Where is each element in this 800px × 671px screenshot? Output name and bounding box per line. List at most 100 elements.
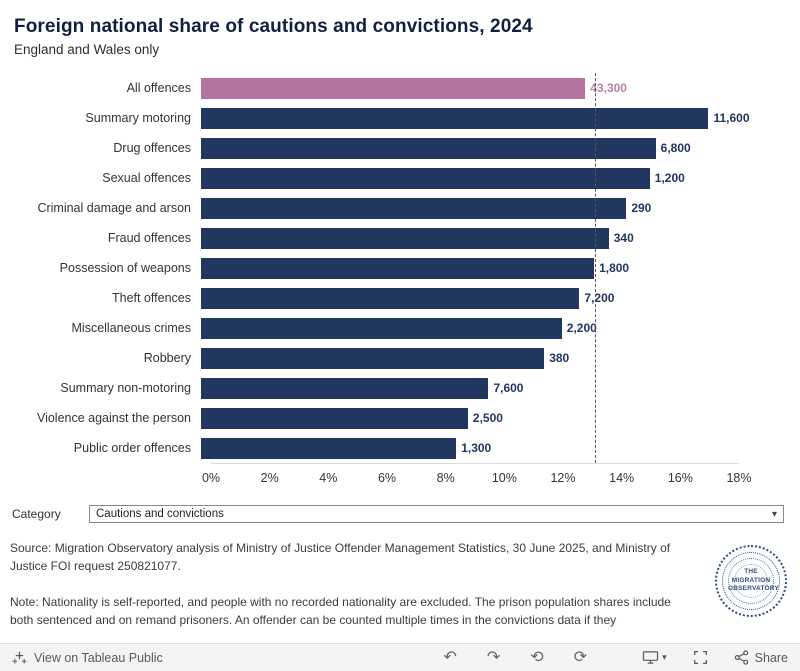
share-button[interactable]: Share	[734, 650, 788, 665]
category-label: Summary motoring	[85, 111, 191, 125]
bar-track: 1,200	[201, 167, 729, 189]
bar[interactable]: 11,600	[201, 107, 750, 129]
bar[interactable]: 1,300	[201, 437, 491, 459]
category-label: Criminal damage and arson	[37, 201, 191, 215]
bar-track: 1,800	[201, 257, 729, 279]
bar-track: 290	[201, 197, 729, 219]
category-label: Drug offences	[113, 141, 191, 155]
value-label: 6,800	[660, 141, 691, 155]
bar-row: Miscellaneous crimes 2,200	[10, 313, 786, 343]
x-tick-label: 4%	[319, 471, 338, 485]
bar-row: Public order offences 1,300	[10, 433, 786, 463]
share-icon	[734, 650, 748, 665]
display-mode-button[interactable]: ▾	[642, 650, 667, 665]
tableau-logo-icon	[12, 651, 27, 664]
category-label: All offences	[126, 81, 191, 95]
logo-ring	[728, 558, 774, 604]
bar-track: 7,200	[201, 287, 729, 309]
logo-ring	[722, 552, 780, 610]
chevron-down-icon: ▾	[771, 508, 777, 520]
logo-text: THE MIGRATION OBSERVATORY	[728, 567, 779, 593]
bar-row: Summary non-motoring 7,600	[10, 373, 786, 403]
bar-row: Criminal damage and arson 290	[10, 193, 786, 223]
bar[interactable]: 1,800	[201, 257, 629, 279]
value-label: 1,300	[461, 441, 492, 455]
value-label: 43,300	[590, 81, 627, 95]
bar-track: 1,300	[201, 437, 729, 459]
x-tick-label: 8%	[436, 471, 455, 485]
chart-title: Foreign national share of cautions and c…	[14, 16, 533, 37]
bar-track: 380	[201, 347, 729, 369]
bar-row: Sexual offences 1,200	[10, 163, 786, 193]
share-label: Share	[754, 650, 788, 665]
value-label: 2,200	[566, 321, 597, 335]
bar-row: Violence against the person 2,500	[10, 403, 786, 433]
bar-row: Fraud offences 340	[10, 223, 786, 253]
bar-row: Drug offences 6,800	[10, 133, 786, 163]
bar[interactable]: 2,200	[201, 317, 597, 339]
x-tick-label: 16%	[667, 471, 693, 485]
category-dropdown[interactable]: Cautions and convictions ▾	[89, 505, 784, 523]
value-label: 1,800	[599, 261, 630, 275]
bar[interactable]: 1,200	[201, 167, 685, 189]
bar-track: 6,800	[201, 137, 729, 159]
bar-track: 11,600	[201, 107, 750, 129]
reset-icon[interactable]: ⟲	[530, 648, 544, 666]
x-tick-label: 2%	[260, 471, 279, 485]
category-label: Robbery	[143, 351, 191, 365]
category-label: Fraud offences	[107, 231, 191, 245]
bar[interactable]: 43,300	[201, 77, 627, 99]
bar-rows: All offences 43,300 Summary motoring 11,…	[10, 73, 786, 463]
bar-row: Robbery 380	[10, 343, 786, 373]
bar-row: Possession of weapons 1,800	[10, 253, 786, 283]
bar-row: Summary motoring 11,600	[10, 103, 786, 133]
fullscreen-icon[interactable]	[693, 650, 708, 665]
bar[interactable]: 2,500	[201, 407, 503, 429]
x-tick-label: 10%	[491, 471, 517, 485]
dropdown-value: Cautions and convictions	[96, 508, 224, 520]
bar-row: All offences 43,300	[10, 73, 786, 103]
x-tick-label: 6%	[377, 471, 397, 485]
source-text: Source: Migration Observatory analysis o…	[10, 541, 671, 573]
undo-icon[interactable]: ↶	[443, 648, 457, 666]
value-label: 7,200	[584, 291, 615, 305]
tableau-toolbar: View on Tableau Public ↶ ↷ ⟲ ⟳ ▾ Share	[0, 643, 800, 671]
value-label: 290	[631, 201, 652, 215]
bar[interactable]: 7,200	[201, 287, 614, 309]
category-label: Summary non-motoring	[60, 381, 191, 395]
category-filter: Category Cautions and convictions ▾	[10, 505, 786, 523]
migration-observatory-logo: THE MIGRATION OBSERVATORY	[715, 545, 787, 617]
x-axis: 0% 2% 4% 6% 8% 10% 12% 14% 16% 18%	[202, 463, 752, 487]
bar-track: 7,600	[201, 377, 729, 399]
category-label: Possession of weapons	[59, 261, 191, 275]
note-text: Note: Nationality is self-reported, and …	[10, 595, 671, 627]
value-label: 2,500	[472, 411, 503, 425]
logo-ring	[734, 564, 768, 598]
category-label: Theft offences	[112, 291, 191, 305]
value-label: 1,200	[654, 171, 685, 185]
category-label: Public order offences	[73, 441, 191, 455]
x-tick-label: 18%	[726, 471, 752, 485]
chevron-down-icon: ▾	[662, 652, 667, 662]
bar-chart: All offences 43,300 Summary motoring 11,…	[10, 73, 786, 487]
caption-area: Source: Migration Observatory analysis o…	[10, 539, 787, 629]
category-label: Violence against the person	[36, 411, 191, 425]
bar[interactable]: 290	[201, 197, 651, 219]
bar-row: Theft offences 7,200	[10, 283, 786, 313]
bar[interactable]: 380	[201, 347, 569, 369]
bar[interactable]: 340	[201, 227, 634, 249]
bar-track: 2,200	[201, 317, 729, 339]
view-on-tableau-public-link[interactable]: View on Tableau Public	[12, 650, 163, 665]
toolbar-right: ▾ Share	[642, 650, 788, 665]
bar-track: 43,300	[201, 77, 729, 99]
value-label: 11,600	[713, 111, 750, 125]
category-label: Miscellaneous crimes	[71, 321, 191, 335]
bar[interactable]: 7,600	[201, 377, 523, 399]
bar-track: 340	[201, 227, 729, 249]
redo-icon[interactable]: ↷	[486, 648, 501, 666]
refresh-icon[interactable]: ⟳	[573, 648, 588, 666]
value-label: 380	[549, 351, 570, 365]
x-tick-label: 0%	[201, 471, 221, 485]
monitor-icon	[642, 651, 659, 664]
bar[interactable]: 6,800	[201, 137, 691, 159]
